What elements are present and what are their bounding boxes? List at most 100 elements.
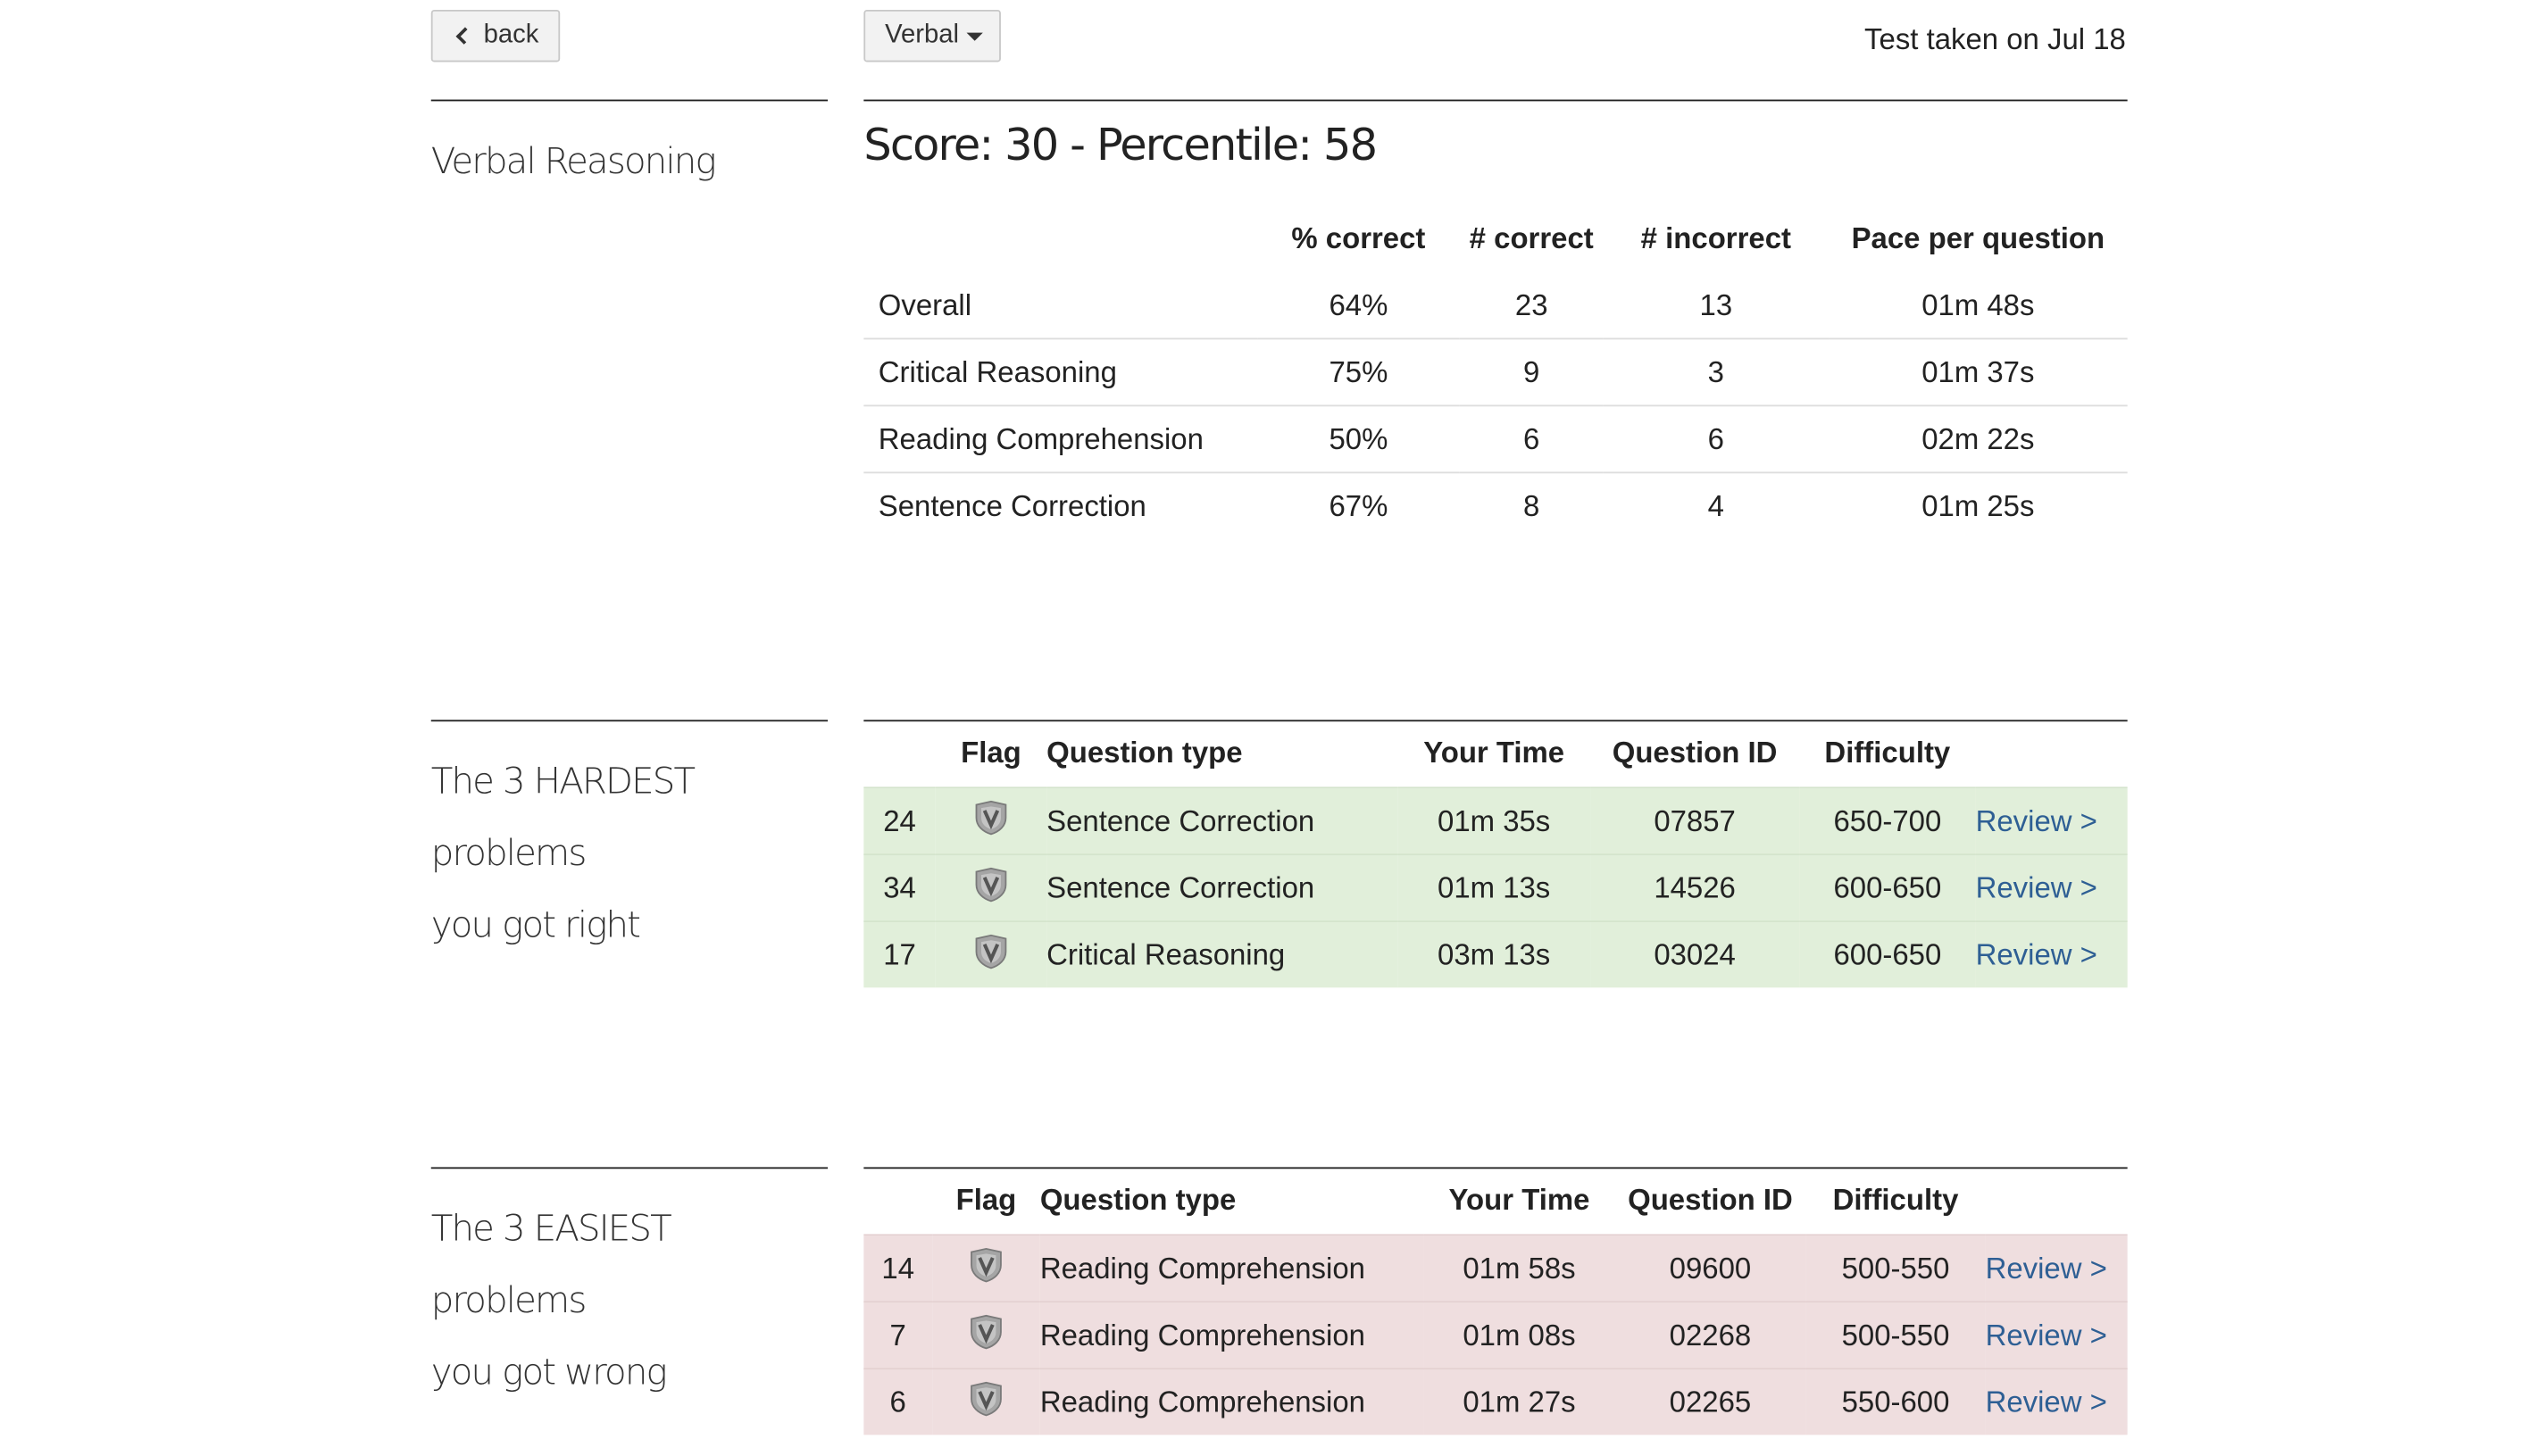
easiest-table: Flag Question type Your Time Question ID… [863, 1167, 2128, 1435]
column-header: Flag [961, 736, 1021, 770]
flag-cell [935, 853, 1047, 922]
hardest-heading-line1: The 3 HARDEST problems [430, 761, 696, 876]
difficulty: 600-650 [1799, 920, 1976, 988]
summary-header-row: % correct # correct # incorrect Pace per… [863, 205, 2127, 272]
column-header: Pace per question [1851, 221, 2105, 255]
back-button[interactable]: back [430, 9, 561, 62]
easiest-header-row: Flag Question type Your Time Question ID… [863, 1167, 2127, 1235]
review-link[interactable]: Review > [1985, 1368, 2128, 1435]
question-number: 34 [863, 853, 936, 922]
column-header: Question type [1039, 1183, 1237, 1217]
divider [863, 99, 2128, 102]
question-id: 14526 [1590, 853, 1800, 922]
question-id: 03024 [1590, 920, 1800, 988]
summary-row: Critical Reasoning 75% 9 3 01m 37s [863, 337, 2128, 406]
column-header [1976, 720, 2128, 787]
question-type: Critical Reasoning [1046, 920, 1398, 988]
your-time: 01m 27s [1423, 1368, 1615, 1435]
flag-cell [935, 786, 1047, 855]
question-id: 02265 [1614, 1368, 1806, 1435]
shield-v-icon[interactable] [973, 799, 1009, 843]
your-time: 01m 35s [1397, 786, 1591, 855]
easiest-heading-line1: The 3 EASIEST problems [430, 1209, 672, 1323]
problem-row: 24 Sentence Correction 01m 35s 07857 650-700… [863, 786, 2128, 855]
column-header: Difficulty [1824, 736, 1951, 770]
shield-v-icon[interactable] [968, 1313, 1004, 1357]
stat-cell: 64% [1329, 287, 1388, 321]
row-label: Overall [878, 287, 972, 321]
shield-v-icon[interactable] [968, 1246, 1004, 1290]
your-time: 01m 58s [1423, 1234, 1615, 1302]
column-header [863, 720, 935, 787]
stat-cell: 3 [1603, 337, 1830, 406]
shield-v-icon[interactable] [973, 933, 1009, 977]
difficulty: 500-550 [1805, 1301, 1986, 1369]
question-number: 24 [863, 786, 936, 855]
problem-row: 17 Critical Reasoning 03m 13s 03024 600-650 R… [863, 920, 2128, 988]
question-type: Reading Comprehension [1039, 1234, 1424, 1302]
test-date: Test taken on Jul 18 [1864, 22, 2126, 56]
column-header: Question ID [1628, 1183, 1793, 1217]
column-header [863, 205, 1257, 272]
summary-table: % correct # correct # incorrect Pace per… [863, 205, 2128, 539]
hardest-table: Flag Question type Your Time Question ID… [863, 720, 2128, 988]
stat-cell: 01m 25s [1829, 471, 2128, 539]
flag-cell [932, 1368, 1040, 1435]
score-line: Score: 30 - Percentile: 58 [863, 121, 1378, 172]
difficulty: 550-600 [1805, 1368, 1986, 1435]
question-id: 02268 [1614, 1301, 1806, 1369]
flag-cell [932, 1234, 1040, 1302]
column-header: Flag [955, 1183, 1017, 1217]
flag-cell [935, 920, 1047, 988]
problem-row: 14 Reading Comprehension 01m 58s 09600 500-5… [863, 1234, 2128, 1302]
section-dropdown[interactable]: Verbal [863, 9, 1001, 62]
review-link[interactable]: Review > [1975, 920, 2128, 988]
hardest-heading: The 3 HARDEST problems you got right [431, 747, 823, 962]
stat-cell: 9 [1459, 337, 1604, 406]
column-header: Question ID [1612, 736, 1778, 770]
question-id: 09600 [1614, 1234, 1806, 1302]
problem-row: 34 Sentence Correction 01m 13s 14526 600-650… [863, 853, 2128, 922]
shield-v-icon[interactable] [968, 1380, 1004, 1424]
divider [863, 720, 2128, 722]
stat-cell: 01m 48s [1921, 287, 2035, 321]
stat-cell: 02m 22s [1829, 404, 2128, 473]
stat-cell: 50% [1257, 404, 1460, 473]
column-header: % correct [1291, 221, 1426, 255]
stat-cell: 01m 37s [1829, 337, 2128, 406]
review-link[interactable]: Review > [1975, 786, 2128, 855]
column-header [863, 1167, 932, 1235]
easiest-heading-line2: you got wrong [430, 1352, 668, 1394]
back-label: back [483, 21, 539, 49]
column-header: Question type [1046, 736, 1243, 770]
summary-row: Sentence Correction 67% 8 4 01m 25s [863, 471, 2128, 539]
your-time: 03m 13s [1397, 920, 1591, 988]
flag-cell [932, 1301, 1040, 1369]
divider [430, 1167, 829, 1169]
question-type: Sentence Correction [1046, 853, 1398, 922]
summary-row: Reading Comprehension 50% 6 6 02m 22s [863, 404, 2128, 473]
easiest-heading: The 3 EASIEST problems you got wrong [431, 1195, 823, 1410]
difficulty: 650-700 [1799, 786, 1976, 855]
question-number: 14 [863, 1234, 933, 1302]
hardest-header-row: Flag Question type Your Time Question ID… [863, 720, 2127, 787]
column-header: Your Time [1448, 1183, 1590, 1217]
review-link[interactable]: Review > [1985, 1301, 2128, 1369]
column-header: Difficulty [1832, 1183, 1959, 1217]
question-id: 07857 [1590, 786, 1800, 855]
row-label: Reading Comprehension [863, 404, 1258, 473]
caret-down-icon [967, 31, 984, 40]
stat-cell: 23 [1514, 287, 1548, 321]
column-header: # correct [1469, 221, 1594, 255]
stat-cell: 8 [1459, 471, 1604, 539]
question-type: Reading Comprehension [1039, 1301, 1424, 1369]
stat-cell: 75% [1257, 337, 1460, 406]
review-link[interactable]: Review > [1975, 853, 2128, 922]
stat-cell: 6 [1603, 404, 1830, 473]
shield-v-icon[interactable] [973, 866, 1009, 910]
question-number: 17 [863, 920, 936, 988]
stat-cell: 6 [1459, 404, 1604, 473]
section-dropdown-label: Verbal [885, 21, 960, 49]
review-link[interactable]: Review > [1985, 1234, 2128, 1302]
question-type: Reading Comprehension [1039, 1368, 1424, 1435]
